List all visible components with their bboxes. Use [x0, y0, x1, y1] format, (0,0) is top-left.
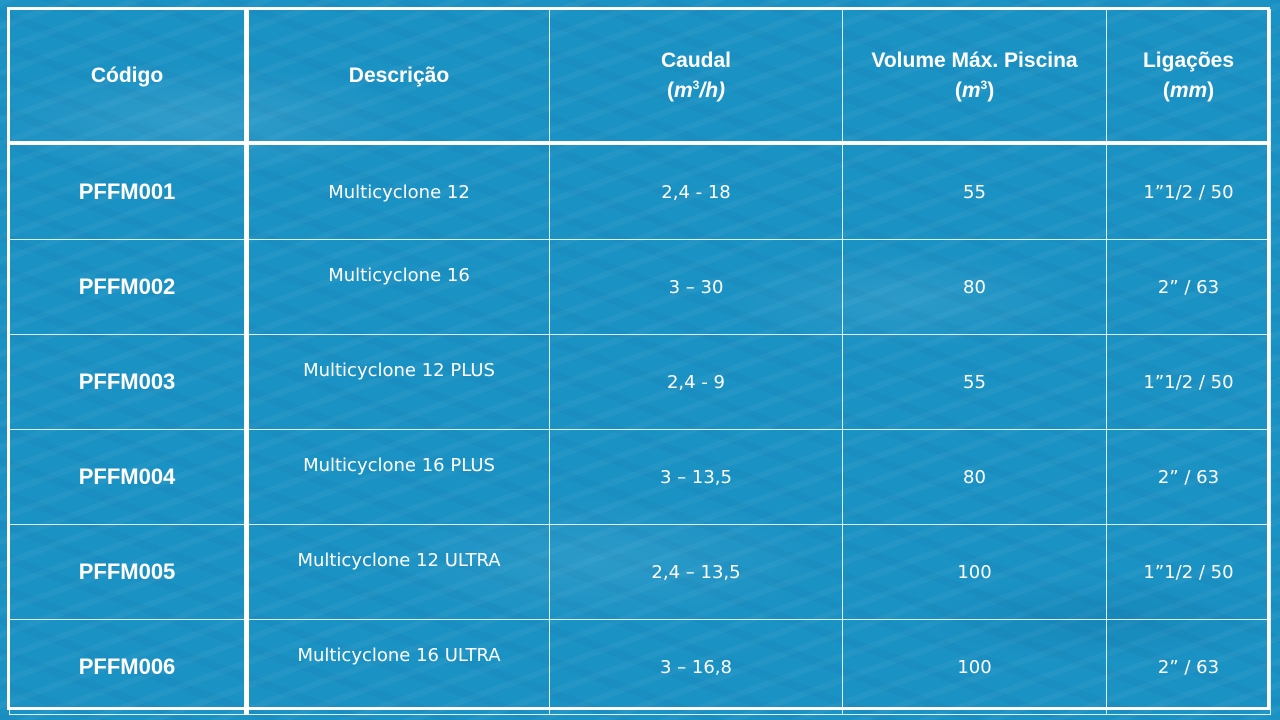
cell-volume: 55 — [842, 142, 1107, 240]
cell-flow: 2,4 – 13,5 — [549, 524, 843, 620]
cell-description: Multicyclone 16 ULTRA — [246, 619, 550, 715]
cell-code: PFFM002 — [9, 239, 249, 335]
cell-flow: 3 – 13,5 — [549, 429, 843, 525]
product-table: Código Descrição Caudal (m3/h) Volume Má… — [9, 9, 1271, 715]
cell-connections: 2” / 63 — [1106, 619, 1271, 715]
cell-flow: 3 – 16,8 — [549, 619, 843, 715]
cell-volume: 80 — [842, 239, 1107, 335]
cell-connections: 1”1/2 / 50 — [1106, 142, 1271, 240]
cell-flow: 2,4 - 9 — [549, 334, 843, 430]
table-row: PFFM002 Multicyclone 16 3 – 30 80 2” / 6… — [9, 239, 1271, 335]
cell-flow: 2,4 - 18 — [549, 142, 843, 240]
cell-code: PFFM004 — [9, 429, 249, 525]
cell-connections: 2” / 63 — [1106, 429, 1271, 525]
cell-code: PFFM006 — [9, 619, 249, 715]
table-row: PFFM001 Multicyclone 12 2,4 - 18 55 1”1/… — [9, 142, 1271, 240]
cell-volume: 100 — [842, 619, 1107, 715]
table-row: PFFM003 Multicyclone 12 PLUS 2,4 - 9 55 … — [9, 334, 1271, 430]
table-row: PFFM005 Multicyclone 12 ULTRA 2,4 – 13,5… — [9, 524, 1271, 620]
cell-description: Multicyclone 16 PLUS — [246, 429, 550, 525]
header-code: Código — [9, 9, 249, 145]
header-volume: Volume Máx. Piscina (m3) — [842, 9, 1107, 145]
cell-code: PFFM005 — [9, 524, 249, 620]
cell-code: PFFM001 — [9, 142, 249, 240]
cell-description: Multicyclone 12 ULTRA — [246, 524, 550, 620]
cell-code: PFFM003 — [9, 334, 249, 430]
cell-volume: 55 — [842, 334, 1107, 430]
header-row: Código Descrição Caudal (m3/h) Volume Má… — [9, 9, 1271, 145]
table-row: PFFM004 Multicyclone 16 PLUS 3 – 13,5 80… — [9, 429, 1271, 525]
header-flow: Caudal (m3/h) — [549, 9, 843, 145]
cell-description: Multicyclone 16 — [246, 239, 550, 335]
header-description: Descrição — [246, 9, 550, 145]
cell-volume: 80 — [842, 429, 1107, 525]
cell-description: Multicyclone 12 — [246, 142, 550, 240]
table-row: PFFM006 Multicyclone 16 ULTRA 3 – 16,8 1… — [9, 619, 1271, 715]
cell-description: Multicyclone 12 PLUS — [246, 334, 550, 430]
cell-connections: 2” / 63 — [1106, 239, 1271, 335]
header-connections: Ligações (mm) — [1106, 9, 1271, 145]
cell-flow: 3 – 30 — [549, 239, 843, 335]
cell-connections: 1”1/2 / 50 — [1106, 334, 1271, 430]
cell-volume: 100 — [842, 524, 1107, 620]
cell-connections: 1”1/2 / 50 — [1106, 524, 1271, 620]
